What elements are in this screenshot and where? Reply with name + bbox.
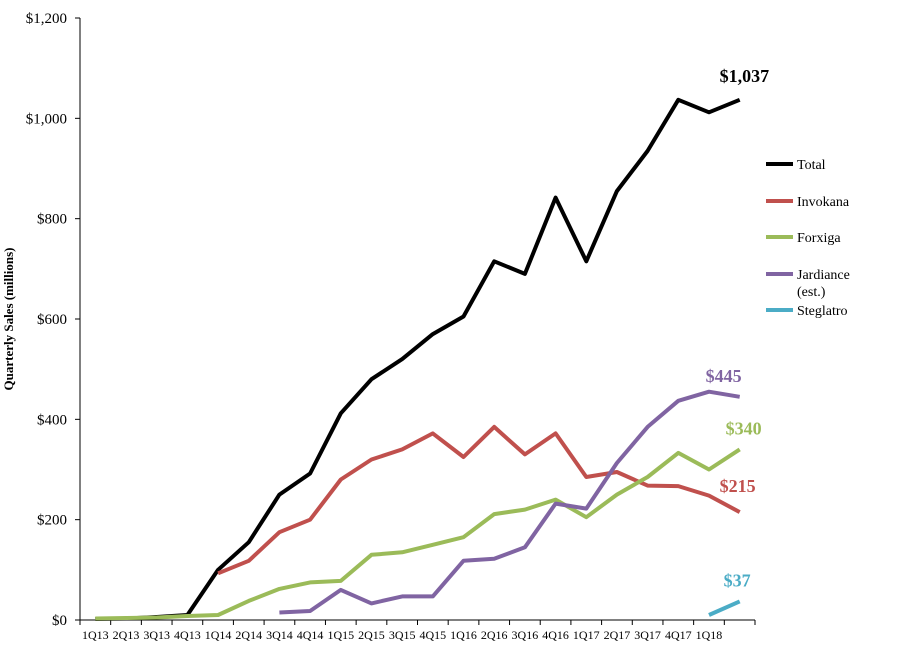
x-tick-label: 1Q14 (205, 628, 232, 642)
legend-label: Steglatro (797, 304, 848, 319)
x-tick-label: 2Q13 (113, 628, 140, 642)
y-tick-label: $200 (37, 513, 67, 529)
y-tick-label: $600 (37, 312, 67, 328)
y-tick-label: $1,200 (26, 11, 67, 27)
x-tick-label: 1Q13 (82, 628, 109, 642)
x-tick-label: 4Q15 (420, 628, 447, 642)
x-tick-label: 2Q17 (604, 628, 631, 642)
y-tick-label: $800 (37, 212, 67, 228)
x-tick-label: 3Q13 (143, 628, 170, 642)
x-tick-label: 3Q14 (266, 628, 293, 642)
data-label: $340 (726, 418, 762, 438)
x-tick-label: 3Q16 (512, 628, 539, 642)
data-label: $215 (720, 476, 756, 496)
x-tick-label: 4Q14 (297, 628, 324, 642)
x-tick-label: 2Q16 (481, 628, 508, 642)
data-label: $445 (706, 366, 742, 386)
y-tick-label: $1,000 (26, 111, 67, 127)
y-axis-label: Quarterly Sales (millions) (1, 248, 16, 391)
series-line-invokana (217, 424, 741, 576)
series-line-total (95, 97, 741, 621)
legend-label: Invokana (797, 195, 850, 210)
legend-label: Total (797, 158, 826, 173)
legend-label: Forxiga (797, 231, 841, 246)
legend-label: (est.) (797, 285, 826, 300)
x-tick-label: 1Q16 (450, 628, 477, 642)
x-tick-label: 2Q15 (358, 628, 385, 642)
data-label: $37 (724, 570, 751, 590)
data-label: $1,037 (720, 66, 770, 86)
x-tick-label: 2Q14 (235, 628, 262, 642)
x-tick-label: 3Q17 (634, 628, 661, 642)
y-tick-label: $0 (52, 613, 67, 629)
x-tick-label: 4Q13 (174, 628, 201, 642)
x-tick-label: 4Q17 (665, 628, 692, 642)
x-tick-label: 1Q17 (573, 628, 600, 642)
series-line-steglatro (708, 599, 741, 617)
legend-label: Jardiance (797, 268, 850, 283)
series-line-forxiga (95, 447, 741, 621)
series-line-jardiance-est (279, 389, 741, 615)
x-tick-label: 4Q16 (542, 628, 569, 642)
y-tick-label: $400 (37, 412, 67, 428)
x-tick-label: 1Q18 (696, 628, 723, 642)
x-tick-label: 3Q15 (389, 628, 416, 642)
x-tick-label: 1Q15 (327, 628, 354, 642)
